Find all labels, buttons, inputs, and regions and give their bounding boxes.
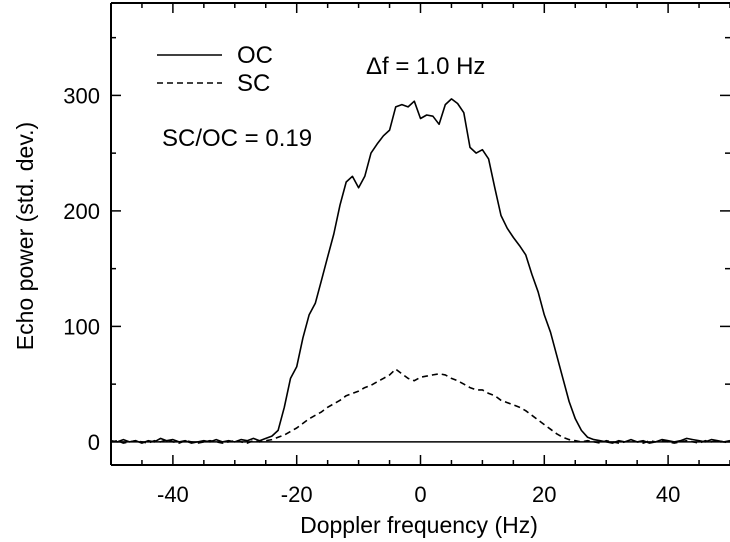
y-axis-label: Echo power (std. dev.) <box>12 122 38 350</box>
x-tick-label: 0 <box>414 482 426 507</box>
x-axis-ticks: -40 -20 0 20 40 <box>110 3 730 507</box>
x-tick-label: -40 <box>157 482 189 507</box>
y-tick-label: 100 <box>63 314 100 339</box>
y-tick-label: 300 <box>63 83 100 108</box>
x-tick-label: 40 <box>656 482 680 507</box>
legend: OC SC <box>157 42 273 97</box>
x-tick-label: 20 <box>532 482 556 507</box>
y-tick-label: 200 <box>63 199 100 224</box>
ratio-annotation: SC/OC = 0.19 <box>162 125 312 152</box>
plot-lines <box>110 98 730 444</box>
y-tick-label: 0 <box>88 430 100 455</box>
series-line-sc <box>110 368 730 444</box>
y-axis-ticks: 0 100 200 300 <box>63 36 730 455</box>
legend-label-oc: OC <box>237 42 273 69</box>
legend-label-sc: SC <box>237 70 270 97</box>
x-axis-label: Doppler frequency (Hz) <box>300 512 538 538</box>
x-tick-label: -20 <box>281 482 313 507</box>
resolution-annotation: Δf = 1.0 Hz <box>366 53 485 80</box>
